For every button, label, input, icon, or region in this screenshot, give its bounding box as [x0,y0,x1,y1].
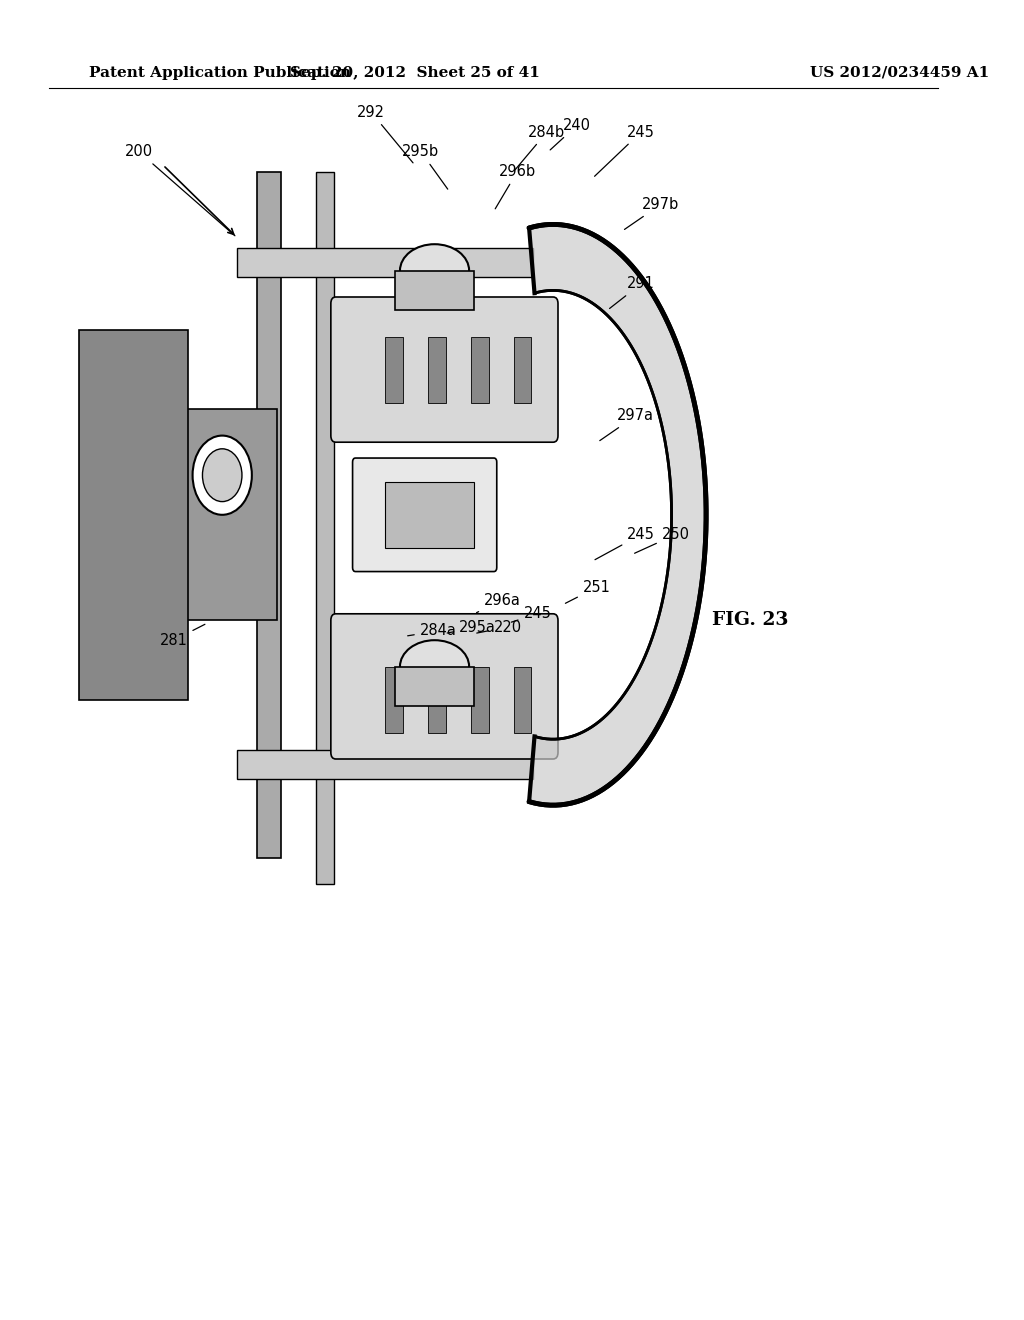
Bar [385,337,402,403]
Text: 295b: 295b [402,144,447,189]
Ellipse shape [400,244,469,297]
Text: 297b: 297b [625,197,679,230]
Bar [471,667,488,733]
Bar [257,172,282,858]
Text: 240: 240 [550,117,591,150]
Text: 245: 245 [511,606,551,622]
Bar [471,337,488,403]
Text: 297a: 297a [600,408,654,441]
Bar [428,667,445,733]
Bar [395,271,474,310]
Text: 245: 245 [595,124,655,177]
Text: 296b: 296b [496,164,536,209]
Text: 281: 281 [160,624,205,648]
FancyBboxPatch shape [331,297,558,442]
Text: 296a: 296a [476,593,521,612]
Text: Sep. 20, 2012  Sheet 25 of 41: Sep. 20, 2012 Sheet 25 of 41 [290,66,540,79]
Bar [514,667,531,733]
Text: Patent Application Publication: Patent Application Publication [89,66,351,79]
Bar [395,667,474,706]
Text: 295a: 295a [447,619,496,635]
FancyBboxPatch shape [352,458,497,572]
Text: 292: 292 [357,104,413,162]
Ellipse shape [193,436,252,515]
Text: 245: 245 [595,527,655,560]
Text: 284b: 284b [515,124,565,169]
Ellipse shape [400,640,469,693]
Text: 250: 250 [635,527,690,553]
Bar [237,248,534,277]
Text: US 2012/0234459 A1: US 2012/0234459 A1 [810,66,989,79]
Text: 200: 200 [125,144,234,236]
Text: 284a: 284a [408,623,457,639]
Ellipse shape [203,449,242,502]
Text: 220: 220 [477,619,522,635]
Bar [316,172,334,884]
Bar [385,667,402,733]
Text: 291: 291 [609,276,655,309]
Bar [428,337,445,403]
Text: 251: 251 [565,579,610,603]
Bar [514,337,531,403]
Bar [237,750,534,779]
Polygon shape [529,224,707,805]
Bar [385,482,474,548]
Text: FIG. 23: FIG. 23 [713,611,788,630]
FancyBboxPatch shape [331,614,558,759]
Bar [178,409,276,620]
Bar [79,330,187,700]
